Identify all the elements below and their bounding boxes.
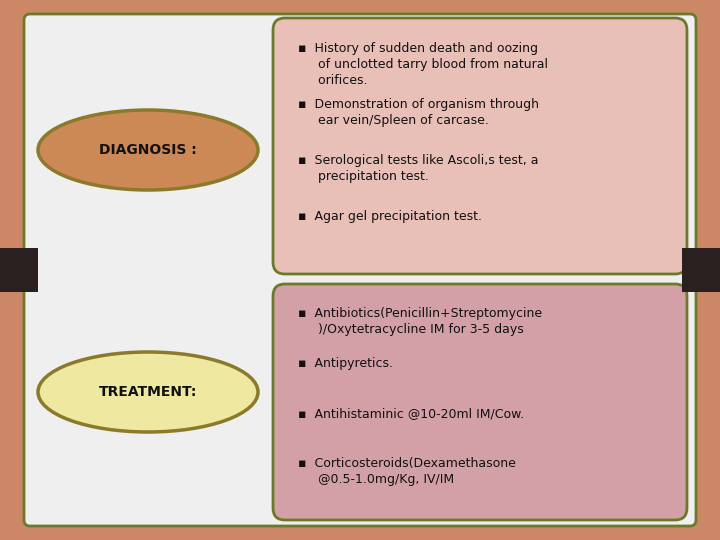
FancyBboxPatch shape xyxy=(273,284,687,520)
Text: ▪  Demonstration of organism through
     ear vein/Spleen of carcase.: ▪ Demonstration of organism through ear … xyxy=(298,98,539,127)
Bar xyxy=(682,248,720,292)
FancyBboxPatch shape xyxy=(24,14,696,526)
Text: DIAGNOSIS :: DIAGNOSIS : xyxy=(99,143,197,157)
FancyBboxPatch shape xyxy=(273,18,687,274)
Bar xyxy=(0,248,38,292)
Text: ▪  Antipyretics.: ▪ Antipyretics. xyxy=(298,357,393,370)
Text: ▪  Antibiotics(Penicillin+Streptomycine
     )/Oxytetracycline IM for 3-5 days: ▪ Antibiotics(Penicillin+Streptomycine )… xyxy=(298,307,542,336)
Text: ▪  Antihistaminic @10-20ml IM/Cow.: ▪ Antihistaminic @10-20ml IM/Cow. xyxy=(298,407,524,420)
Text: ▪  Corticosteroids(Dexamethasone
     @0.5-1.0mg/Kg, IV/IM: ▪ Corticosteroids(Dexamethasone @0.5-1.0… xyxy=(298,457,516,486)
Text: TREATMENT:: TREATMENT: xyxy=(99,385,197,399)
Text: ▪  History of sudden death and oozing
     of unclotted tarry blood from natural: ▪ History of sudden death and oozing of … xyxy=(298,42,548,87)
Ellipse shape xyxy=(38,352,258,432)
Text: ▪  Serological tests like Ascoli,s test, a
     precipitation test.: ▪ Serological tests like Ascoli,s test, … xyxy=(298,154,539,183)
Text: ▪  Agar gel precipitation test.: ▪ Agar gel precipitation test. xyxy=(298,210,482,223)
Ellipse shape xyxy=(38,110,258,190)
